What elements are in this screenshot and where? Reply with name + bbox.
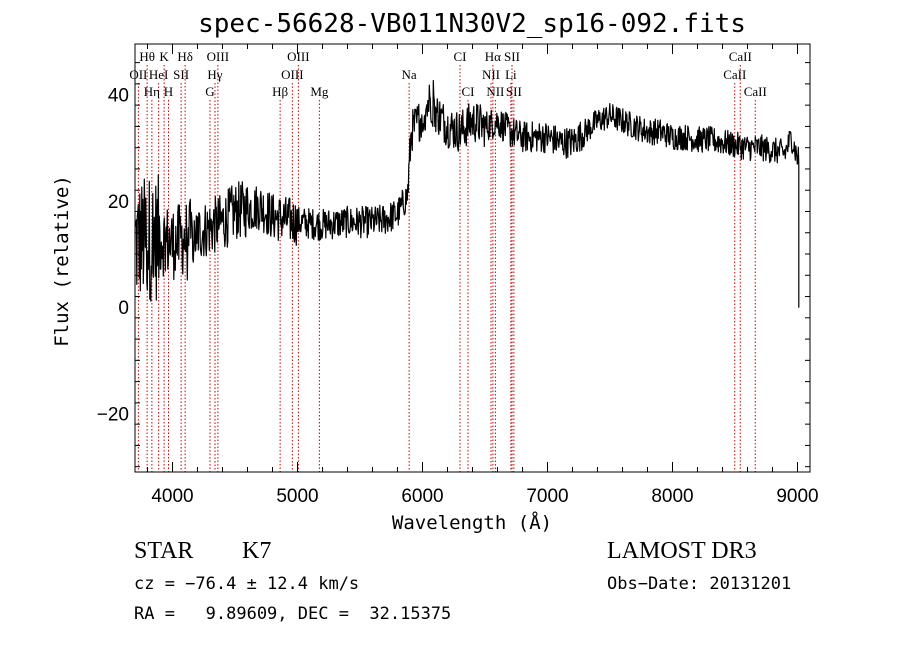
y-tick-label: 20	[108, 192, 129, 213]
spectral-line-label: Hη	[144, 84, 160, 99]
spectral-line-label: SII	[173, 67, 189, 82]
spectral-line-label: CaII	[723, 67, 746, 82]
x-tick-label: 8000	[651, 486, 693, 507]
spectral-line-label: CaII	[729, 49, 752, 64]
spectral-line-label: G	[205, 84, 214, 99]
spectral-line-label: CI	[462, 84, 475, 99]
spectral-line-label: Hθ	[139, 49, 155, 64]
x-tick-label: 5000	[276, 486, 318, 507]
x-axis-label: Wavelength (Å)	[392, 511, 552, 534]
object-class: STAR	[134, 538, 194, 564]
spectral-line-label: Hβ	[272, 84, 288, 99]
y-axis-label: Flux (relative)	[51, 175, 73, 347]
y-tick-label: 40	[108, 86, 129, 107]
observation-date: Obs−Date: 20131201	[607, 574, 792, 594]
axis-tick-labels: 4000 5000 6000 7000 8000 9000 −20 0 20 40	[97, 86, 819, 507]
x-tick-label: 6000	[401, 486, 443, 507]
spectral-line-label: CaII	[744, 84, 767, 99]
spectral-line-label: Hδ	[177, 49, 193, 64]
spectral-line-label: Li	[505, 67, 517, 82]
spectral-line-label: Na	[402, 67, 417, 82]
object-subclass: K7	[242, 538, 272, 564]
coordinates-readout: RA = 9.89609, DEC = 32.15375	[134, 604, 452, 624]
spectral-line-label: SII	[504, 49, 520, 64]
y-tick-label: 0	[118, 298, 129, 319]
x-tick-label: 4000	[151, 486, 193, 507]
axis-ticks	[135, 44, 810, 472]
spectral-line-label: OIII	[287, 49, 309, 64]
spectral-line-label: K	[159, 49, 169, 64]
spectral-line-label: NII	[486, 84, 504, 99]
spectral-line-label: Mg	[310, 84, 329, 99]
redshift-readout: cz = −76.4 ± 12.4 km/s	[134, 574, 360, 594]
spectral-line-label: SII	[506, 84, 522, 99]
spectral-line-label: H	[164, 84, 173, 99]
spectral-line-label: Hγ	[207, 67, 222, 82]
spectral-line-label: OIII	[207, 49, 229, 64]
spectral-line-label: NII	[482, 67, 500, 82]
spectral-line-label: Hα	[485, 49, 501, 64]
spectral-line-label: CI	[454, 49, 467, 64]
spectral-line-label: OIII	[281, 67, 303, 82]
spectrum-series-line	[134, 79, 800, 308]
spectral-line-label: HeI	[149, 67, 169, 82]
plot-frame	[134, 43, 811, 473]
spectral-line-label: OII	[129, 67, 147, 82]
chart-title: spec-56628-VB011N30V2_sp16-092.fits	[198, 9, 746, 39]
x-tick-label: 9000	[776, 486, 818, 507]
survey-name: LAMOST DR3	[607, 538, 757, 564]
y-tick-label: −20	[97, 405, 129, 426]
x-tick-label: 7000	[526, 486, 568, 507]
